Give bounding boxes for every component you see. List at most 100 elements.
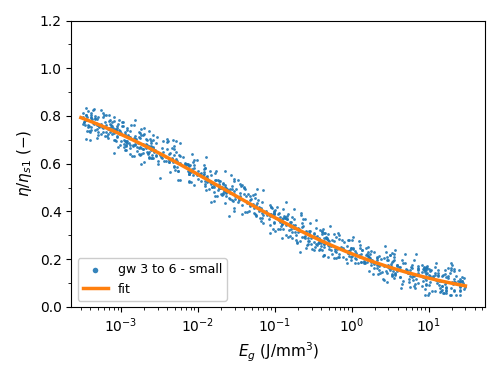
gw 3 to 6 - small <box>136 152 144 158</box>
gw 3 to 6 - small <box>324 235 332 241</box>
gw 3 to 6 - small <box>204 178 212 184</box>
gw 3 to 6 - small <box>364 244 372 250</box>
gw 3 to 6 - small <box>340 247 348 253</box>
gw 3 to 6 - small <box>201 165 209 171</box>
gw 3 to 6 - small <box>330 248 338 254</box>
gw 3 to 6 - small <box>437 278 445 284</box>
gw 3 to 6 - small <box>86 136 94 143</box>
gw 3 to 6 - small <box>97 107 105 113</box>
gw 3 to 6 - small <box>146 143 154 149</box>
gw 3 to 6 - small <box>80 119 88 125</box>
gw 3 to 6 - small <box>434 273 442 279</box>
gw 3 to 6 - small <box>320 244 328 250</box>
gw 3 to 6 - small <box>388 271 396 277</box>
gw 3 to 6 - small <box>292 237 300 243</box>
gw 3 to 6 - small <box>325 246 333 252</box>
gw 3 to 6 - small <box>174 168 182 174</box>
gw 3 to 6 - small <box>276 214 284 220</box>
gw 3 to 6 - small <box>324 242 332 248</box>
gw 3 to 6 - small <box>316 246 324 252</box>
gw 3 to 6 - small <box>328 237 336 243</box>
gw 3 to 6 - small <box>145 143 153 149</box>
gw 3 to 6 - small <box>106 121 114 127</box>
gw 3 to 6 - small <box>426 272 434 278</box>
gw 3 to 6 - small <box>320 235 328 241</box>
gw 3 to 6 - small <box>314 240 322 246</box>
gw 3 to 6 - small <box>216 178 224 184</box>
gw 3 to 6 - small <box>426 282 434 288</box>
gw 3 to 6 - small <box>330 255 338 261</box>
gw 3 to 6 - small <box>302 229 310 235</box>
gw 3 to 6 - small <box>291 222 299 228</box>
gw 3 to 6 - small <box>186 179 194 185</box>
gw 3 to 6 - small <box>160 158 168 164</box>
gw 3 to 6 - small <box>106 117 114 123</box>
gw 3 to 6 - small <box>184 168 192 174</box>
gw 3 to 6 - small <box>124 140 132 146</box>
gw 3 to 6 - small <box>274 210 282 216</box>
gw 3 to 6 - small <box>94 124 102 130</box>
gw 3 to 6 - small <box>218 181 226 187</box>
gw 3 to 6 - small <box>456 276 464 282</box>
gw 3 to 6 - small <box>94 116 102 122</box>
gw 3 to 6 - small <box>270 208 278 214</box>
gw 3 to 6 - small <box>368 262 376 268</box>
gw 3 to 6 - small <box>230 178 238 184</box>
gw 3 to 6 - small <box>148 132 156 138</box>
gw 3 to 6 - small <box>414 279 422 285</box>
fit <box>265 211 271 216</box>
gw 3 to 6 - small <box>156 175 164 181</box>
gw 3 to 6 - small <box>414 267 422 273</box>
gw 3 to 6 - small <box>251 210 259 216</box>
gw 3 to 6 - small <box>386 252 394 258</box>
gw 3 to 6 - small <box>79 121 87 127</box>
gw 3 to 6 - small <box>386 267 394 273</box>
gw 3 to 6 - small <box>99 129 107 135</box>
gw 3 to 6 - small <box>420 274 428 280</box>
gw 3 to 6 - small <box>393 263 401 269</box>
gw 3 to 6 - small <box>172 155 180 161</box>
gw 3 to 6 - small <box>236 190 244 196</box>
gw 3 to 6 - small <box>277 223 285 229</box>
gw 3 to 6 - small <box>242 193 250 199</box>
gw 3 to 6 - small <box>298 220 306 226</box>
fit <box>380 263 386 268</box>
gw 3 to 6 - small <box>304 241 312 247</box>
gw 3 to 6 - small <box>112 124 120 130</box>
gw 3 to 6 - small <box>346 250 354 256</box>
gw 3 to 6 - small <box>318 230 326 236</box>
gw 3 to 6 - small <box>165 159 173 165</box>
gw 3 to 6 - small <box>320 241 328 247</box>
gw 3 to 6 - small <box>210 184 218 190</box>
gw 3 to 6 - small <box>382 257 390 263</box>
gw 3 to 6 - small <box>145 149 153 155</box>
gw 3 to 6 - small <box>380 277 388 283</box>
gw 3 to 6 - small <box>378 269 386 276</box>
gw 3 to 6 - small <box>343 243 351 249</box>
gw 3 to 6 - small <box>216 183 224 190</box>
gw 3 to 6 - small <box>374 257 382 263</box>
fit <box>254 206 260 210</box>
gw 3 to 6 - small <box>147 144 155 150</box>
gw 3 to 6 - small <box>318 229 326 235</box>
gw 3 to 6 - small <box>131 117 139 123</box>
gw 3 to 6 - small <box>450 287 458 293</box>
gw 3 to 6 - small <box>225 195 233 201</box>
gw 3 to 6 - small <box>396 264 404 270</box>
gw 3 to 6 - small <box>294 229 302 235</box>
gw 3 to 6 - small <box>90 121 98 127</box>
gw 3 to 6 - small <box>106 129 114 135</box>
gw 3 to 6 - small <box>92 122 100 128</box>
gw 3 to 6 - small <box>424 263 432 269</box>
gw 3 to 6 - small <box>447 267 455 273</box>
gw 3 to 6 - small <box>365 255 373 261</box>
gw 3 to 6 - small <box>212 168 220 174</box>
gw 3 to 6 - small <box>350 254 358 260</box>
gw 3 to 6 - small <box>302 242 310 248</box>
Y-axis label: $\eta/\eta_{s1}$ (−): $\eta/\eta_{s1}$ (−) <box>15 130 34 197</box>
gw 3 to 6 - small <box>335 232 343 238</box>
gw 3 to 6 - small <box>345 248 353 254</box>
gw 3 to 6 - small <box>400 251 408 257</box>
gw 3 to 6 - small <box>120 141 128 147</box>
gw 3 to 6 - small <box>222 190 230 196</box>
